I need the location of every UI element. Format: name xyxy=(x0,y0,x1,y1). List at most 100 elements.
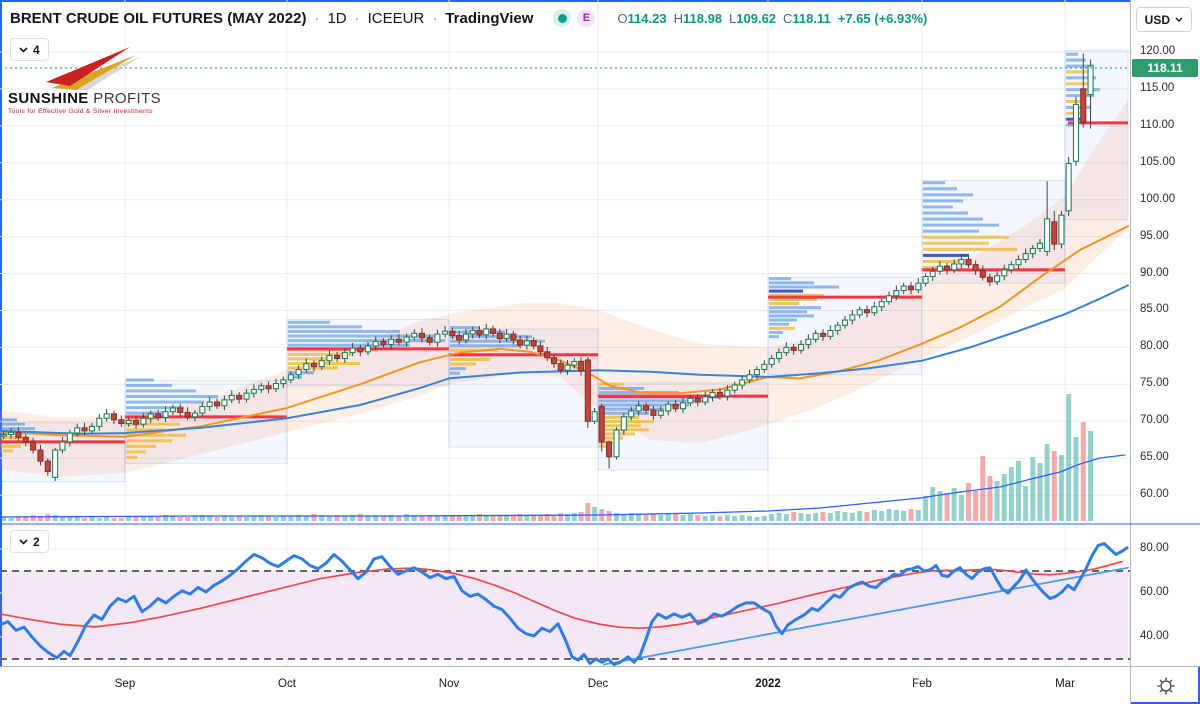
rsi-axis-label: 60.00 xyxy=(1140,586,1169,598)
volume-profile-bar xyxy=(769,306,821,310)
rsi-indicators-collapse-button[interactable]: 2 xyxy=(10,530,49,553)
pane-divider[interactable] xyxy=(0,523,1200,525)
volume-bar xyxy=(805,514,811,521)
time-axis[interactable]: Sep Oct Nov Dec 2022 Feb Mar xyxy=(0,667,1130,704)
candle-up xyxy=(140,417,147,425)
candle-down xyxy=(517,339,524,346)
volume-bar xyxy=(96,518,102,521)
rsi-trendline xyxy=(603,566,1129,666)
volume-bar xyxy=(52,515,58,521)
volume-bar xyxy=(185,517,191,521)
volume-bar xyxy=(296,515,302,521)
volume-bar xyxy=(571,513,577,521)
candle-down xyxy=(418,332,426,339)
candle-up xyxy=(768,357,775,365)
candle-up xyxy=(635,405,642,412)
volume-profile-bar xyxy=(769,281,814,285)
volume-bar xyxy=(578,512,584,521)
time-axis-label: Dec xyxy=(587,678,609,690)
volume-profile-bar xyxy=(450,358,490,362)
ohlc-values: O114.23 H118.98 L109.62 C118.11 +7.65 (+… xyxy=(617,10,928,26)
candle-up xyxy=(564,364,571,371)
volume-bar xyxy=(104,517,110,521)
volume-bar xyxy=(133,517,139,521)
volume-bar xyxy=(207,516,213,521)
time-axis-label: Nov xyxy=(438,678,460,690)
currency-dropdown[interactable]: USD xyxy=(1135,7,1192,32)
volume-bar xyxy=(365,516,371,521)
candle-up xyxy=(341,352,348,360)
volume-bar xyxy=(449,515,455,521)
volume-bar xyxy=(504,516,510,521)
volume-bar xyxy=(273,517,279,521)
candle-down xyxy=(456,335,463,341)
volume-bar xyxy=(30,515,36,521)
candle-down xyxy=(672,403,679,410)
price-axis[interactable]: USD 118.11 120.00 115.00 110.00 105.00 100.0… xyxy=(1131,0,1200,666)
volume-profile-bar xyxy=(769,322,789,326)
volume-profile-bar xyxy=(769,285,839,289)
volume-profile-bar xyxy=(923,199,963,203)
candle-down xyxy=(22,436,29,443)
candle-down xyxy=(334,354,341,360)
volume-bar xyxy=(1051,451,1057,521)
volume-profile-bar xyxy=(769,289,803,293)
volume-bar xyxy=(923,496,929,521)
candle-down xyxy=(177,407,184,413)
volume-bar xyxy=(1001,474,1007,521)
sunshine-profits-logo: SUNSHINE PROFITS Tools for Effective Gol… xyxy=(8,46,188,115)
title-separator: · xyxy=(432,9,438,27)
volume-profile-bar xyxy=(126,455,138,459)
symbol-title[interactable]: BRENT CRUDE OIL FUTURES (MAY 2022) xyxy=(10,9,307,27)
candle-down xyxy=(1051,221,1058,245)
volume-bar xyxy=(470,516,476,521)
main-chart-canvas[interactable] xyxy=(0,0,1130,523)
candle-up xyxy=(228,394,235,401)
volume-bar xyxy=(665,514,671,521)
volume-profile-bar xyxy=(1066,123,1076,127)
candle-up xyxy=(746,374,753,381)
candle-up xyxy=(849,314,856,321)
candle-up xyxy=(797,343,805,351)
volume-profile-bar xyxy=(288,320,330,324)
volume-bar xyxy=(463,515,469,521)
volume-bar xyxy=(813,513,819,521)
interval-label[interactable]: 1D xyxy=(327,9,347,27)
volume-profile-bar xyxy=(769,302,799,306)
price-axis-label: 85.00 xyxy=(1140,303,1169,316)
volume-bar xyxy=(67,517,73,521)
volume-profile-bar xyxy=(126,411,166,415)
volume-profile-bar xyxy=(599,399,709,403)
volume-profile-bar xyxy=(1066,64,1094,68)
candle-up xyxy=(812,332,819,340)
main-indicators-collapse-button[interactable]: 4 xyxy=(10,38,49,61)
candle-down xyxy=(184,411,191,418)
candle-up xyxy=(1001,269,1008,277)
candle-up xyxy=(628,410,635,418)
candle-down xyxy=(979,270,986,278)
rsi-pane-canvas[interactable] xyxy=(0,523,1130,666)
volume-bar xyxy=(517,514,523,521)
volume-profile-bar xyxy=(769,326,795,330)
volume-bar xyxy=(334,515,340,521)
candle-down xyxy=(863,309,871,314)
rsi-axis-label: 40.00 xyxy=(1140,630,1169,642)
volume-profile-bar xyxy=(450,335,532,339)
volume-profile-bar xyxy=(288,366,338,370)
settings-gear-icon[interactable] xyxy=(1156,676,1176,696)
volume-bar xyxy=(798,513,804,521)
candle-down xyxy=(426,337,433,343)
volume-bar xyxy=(531,516,537,521)
candle-up xyxy=(679,402,687,410)
volume-profile-bar xyxy=(1066,82,1092,86)
volume-bar xyxy=(628,513,634,521)
volume-profile-bar xyxy=(450,339,545,343)
candle-up xyxy=(318,360,325,368)
candle-down xyxy=(578,360,585,372)
candle-up xyxy=(0,433,7,437)
volume-bar xyxy=(965,483,971,521)
volume-bar xyxy=(1066,394,1072,521)
data-source-badge: E xyxy=(577,9,596,27)
volume-profile-bar xyxy=(1,435,29,439)
volume-profile-bar xyxy=(1066,70,1088,74)
